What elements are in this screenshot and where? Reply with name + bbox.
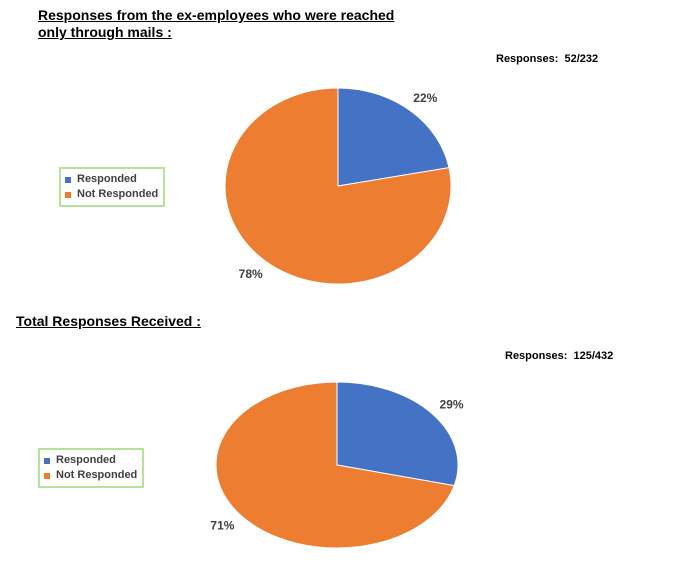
legend-item-responded: Responded (65, 172, 158, 187)
legend-label: Responded (56, 454, 116, 466)
data-label-responded: 29% (440, 397, 464, 411)
data-label-not-responded: 71% (210, 519, 234, 533)
pie-slice-not-responded (224, 87, 452, 285)
chart-1-responses-count: Responses: 52/232 (496, 53, 599, 65)
legend-swatch-not-responded (65, 191, 71, 198)
legend-swatch-not-responded (44, 472, 50, 479)
legend-item-not-responded: Not Responded (44, 468, 137, 483)
chart-1-title: Responses from the ex-employees who were… (38, 7, 395, 40)
data-label-responded: 22% (413, 91, 437, 105)
pie-slice-responded (337, 87, 450, 187)
legend-label: Responded (77, 173, 137, 185)
chart-1-legend: Responded Not Responded (59, 167, 166, 207)
pie-slice-responded (336, 381, 459, 487)
legend-label: Not Responded (77, 188, 159, 200)
chart-2-title: Total Responses Received : (16, 313, 201, 329)
chart-2-responses-count: Responses: 125/432 (505, 350, 614, 362)
pie-slice-not-responded (215, 381, 455, 549)
legend-swatch-responded (65, 176, 71, 183)
data-label-not-responded: 78% (239, 267, 263, 281)
chart-2-legend: Responded Not Responded (38, 448, 145, 488)
legend-label: Not Responded (56, 469, 138, 481)
legend-swatch-responded (44, 457, 50, 464)
legend-item-responded: Responded (44, 453, 137, 468)
legend-item-not-responded: Not Responded (65, 187, 158, 202)
